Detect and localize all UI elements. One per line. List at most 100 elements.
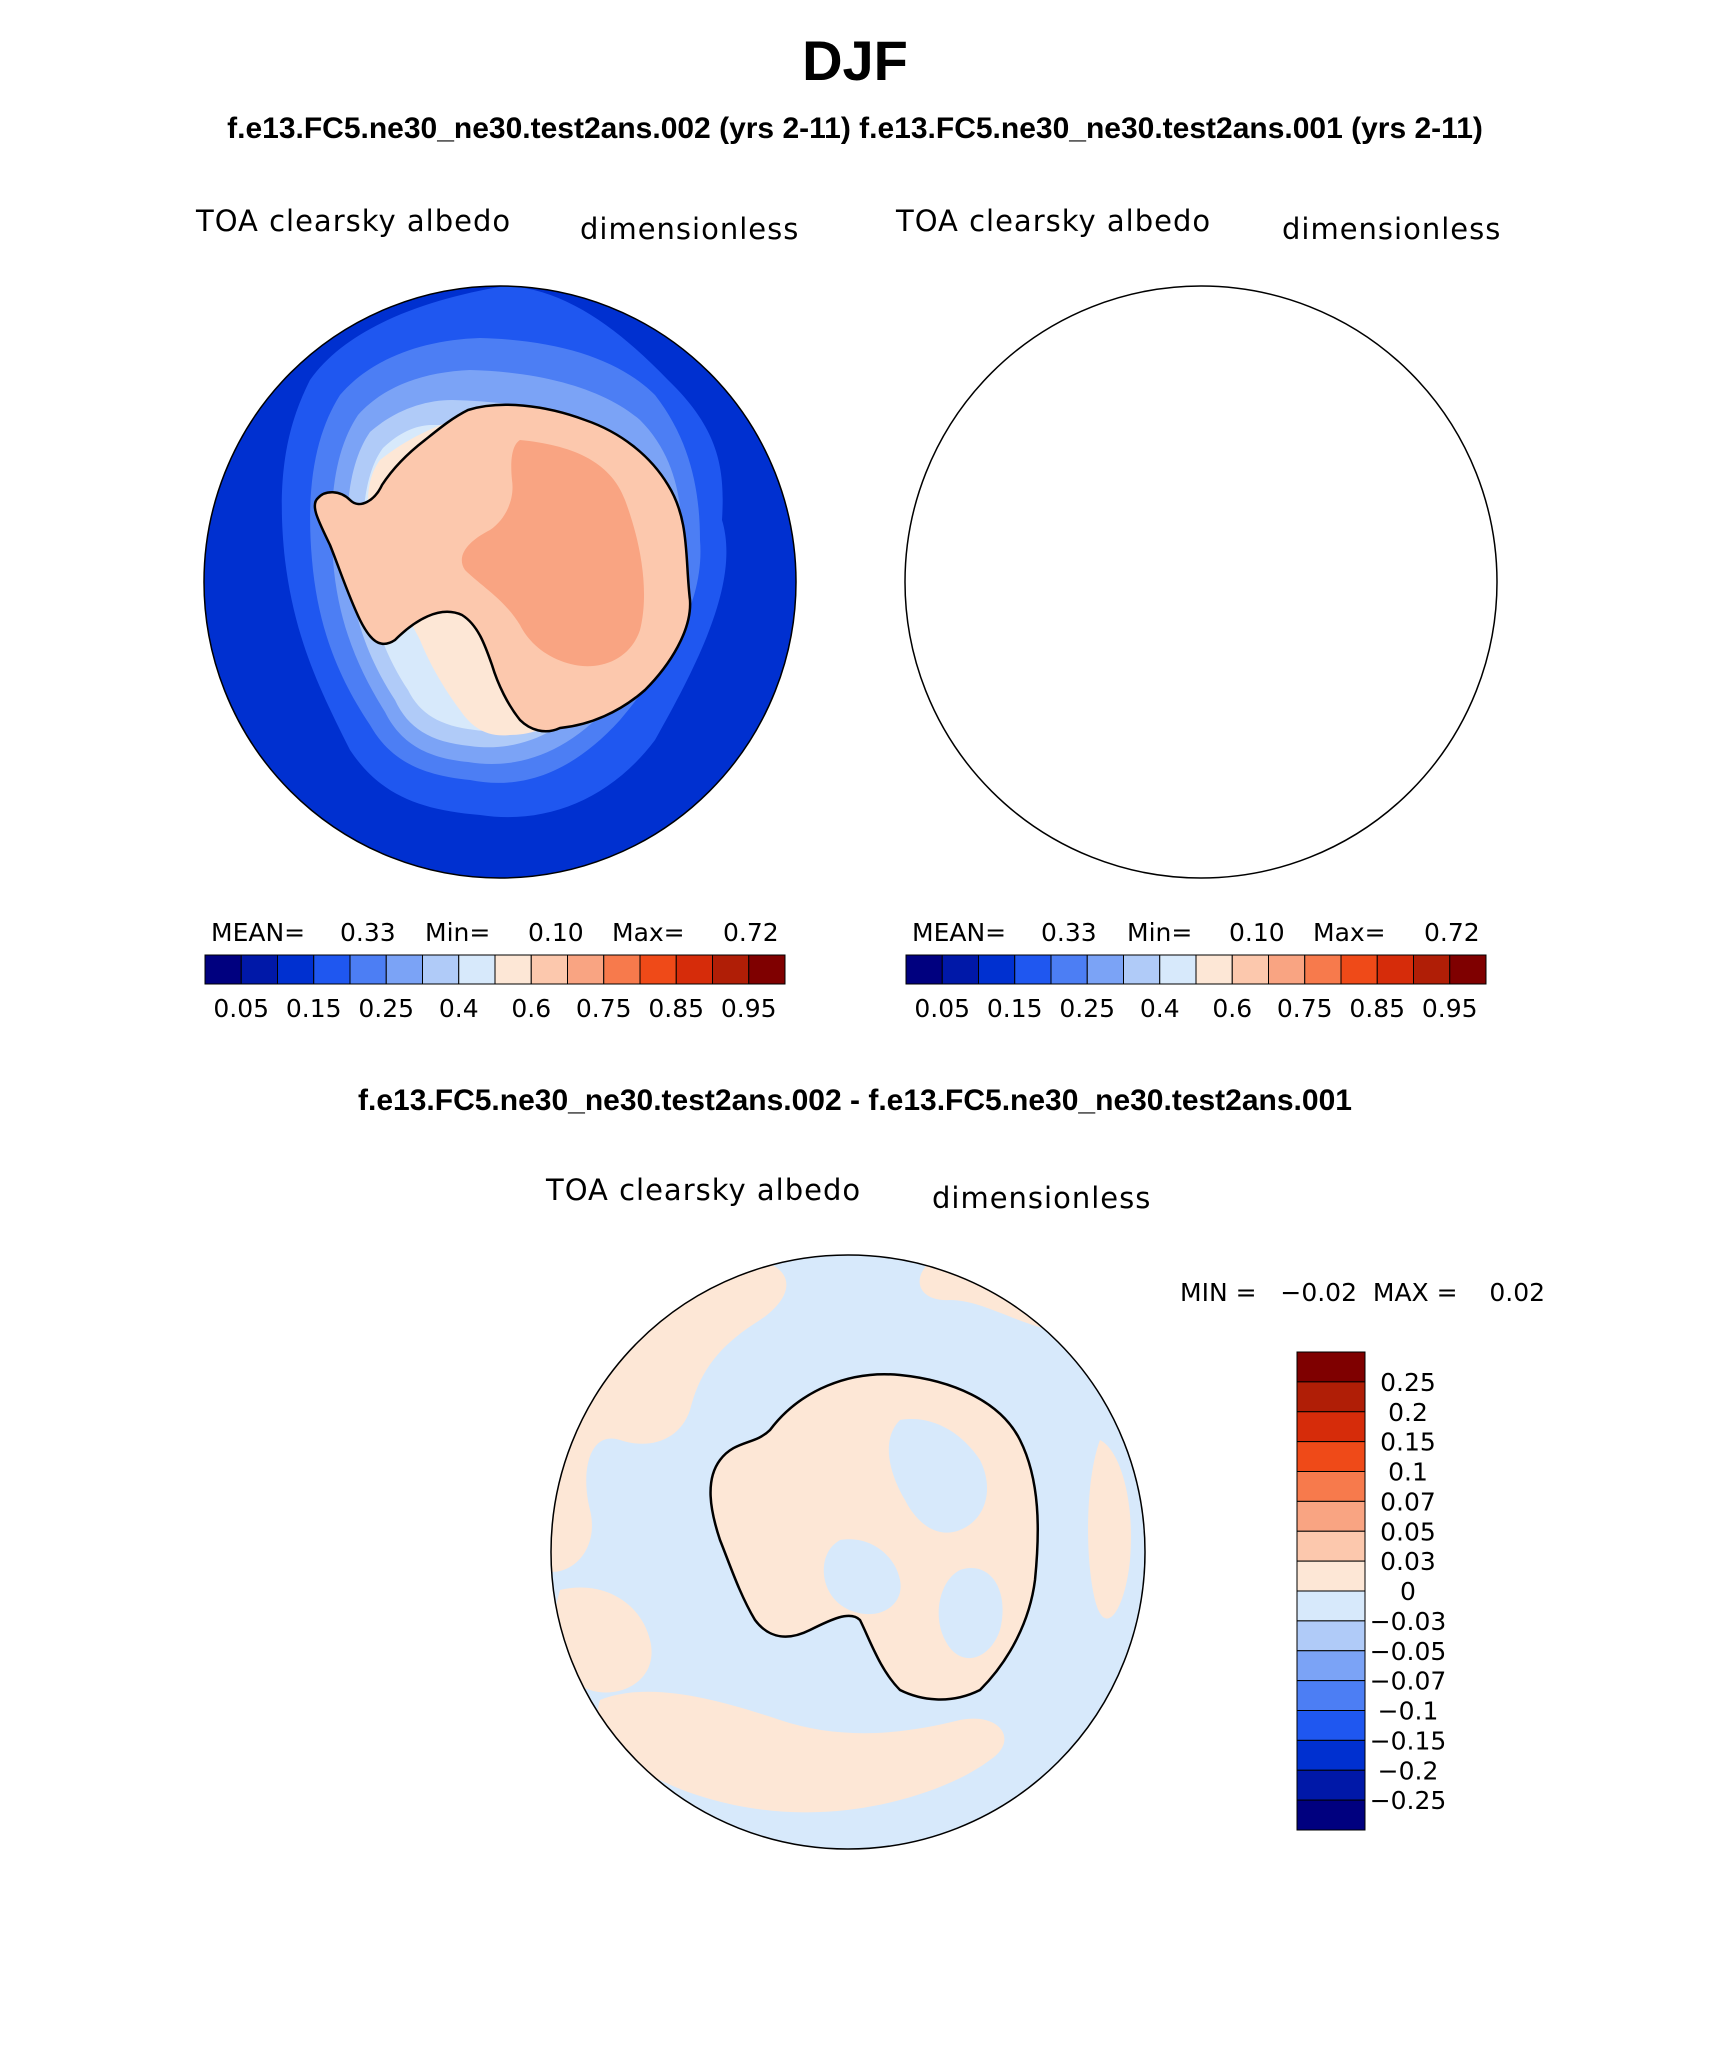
panel1-colorbar-box [748,954,786,985]
panel2-antarctica [1016,405,1391,731]
panel1-polar-map [204,286,796,878]
diff-colorbar-tick-label: −0.1 [1378,1697,1439,1726]
panel2-mean-label: MEAN= [912,918,1007,947]
panel1-colorbar-box [675,954,713,985]
panel2-colorbar-tick-label: 0.05 [914,994,970,1023]
diff-colorbar-tick-label: −0.15 [1370,1726,1447,1755]
diff-colorbar-box [1296,1500,1366,1532]
diff-colorbar-tick-label: 0.05 [1380,1517,1436,1546]
panel2-colorbar-box [1449,954,1487,985]
panel2-colorbar-tick-label: 0.95 [1422,994,1478,1023]
panel2-colorbar-tick-label: 0.75 [1277,994,1333,1023]
diff-continent-negative-patches [823,1419,1003,1659]
panel2-polar-map [905,286,1497,878]
diff-colorbar-box [1296,1739,1366,1771]
diff-colorbar-box [1296,1560,1366,1592]
diff-coastline [709,1373,1040,1701]
panel1-mean-value: 0.33 [340,918,396,947]
diff-colorbar-box [1296,1351,1366,1383]
panel2-colorbar-box [1413,954,1451,985]
panel1-colorbar-box [277,954,315,985]
diff-minmax-text: MIN = −0.02 MAX = 0.02 [1180,1278,1546,1307]
diff-colorbar-tick-label: −0.03 [1370,1607,1447,1636]
panel1-colorbar-box [639,954,677,985]
diff-colorbar-box [1296,1530,1366,1562]
figure-title: DJF [802,29,908,92]
panel2-colorbar-box [1304,954,1342,985]
panel2-band-2 [1011,338,1401,783]
panel1-colorbar-box [204,954,242,985]
panel2-colorbar-tick-label: 0.6 [1212,994,1252,1023]
diff-variable-label: TOA clearsky albedo [546,1173,862,1207]
panel1-colorbar-box [349,954,387,985]
panel2-colorbar-box [1268,954,1306,985]
panel2-band-outer [983,286,1428,817]
panel2-colorbar-box [1340,954,1378,985]
panel1-colorbar-box [458,954,496,985]
panel1-colorbar-tick-label: 0.85 [648,994,704,1023]
panel1-colorbar-box [603,954,641,985]
diff-colorbar-box [1296,1620,1366,1652]
panel2-band-5 [1064,425,1351,731]
diff-colorbar-box [1296,1799,1366,1831]
diff-colorbar-tick-label: 0.1 [1388,1458,1428,1487]
diff-positive-region-south [598,1691,1005,1813]
panel2-colorbar: 0.05 0.15 0.25 0.4 0.6 0.75 0.85 0.95 [905,954,1487,1023]
panel2-ocean [905,286,1497,878]
panel1-variable-label: TOA clearsky albedo [196,204,512,238]
diff-colorbar-tick-label: 0 [1400,1577,1416,1606]
panel2-plateau [1163,440,1345,666]
diff-colorbar-tick-label: −0.2 [1378,1756,1439,1785]
diff-colorbar-box [1296,1381,1366,1413]
panel1-colorbar-box [313,954,351,985]
panel1-colorbar-box [567,954,605,985]
panel1-units-label: dimensionless [580,212,800,246]
panel2-map-border [904,285,1498,879]
diff-colorbar-box [1296,1471,1366,1502]
panel1-min-value: 0.10 [528,918,584,947]
diff-colorbar-tick-label: 0.15 [1380,1428,1436,1457]
panel1-colorbar-box [422,954,460,985]
panel2-colorbar-tick-label: 0.15 [987,994,1043,1023]
panel2-colorbar-tick-label: 0.25 [1059,994,1115,1023]
diff-map-border [550,1254,1146,1850]
panel1-colorbar-tick-label: 0.25 [358,994,414,1023]
diff-colorbar-box [1296,1590,1366,1622]
panel1-colorbar-box [385,954,423,985]
diff-colorbar-tick-label: 0.07 [1380,1487,1436,1516]
panel2-colorbar-box [905,954,943,985]
panel2-colorbar-box [1195,954,1233,985]
diff-colorbar-tick-label: −0.07 [1370,1667,1447,1696]
panel1-coastline [313,403,692,733]
panel2-colorbar-box [1123,954,1161,985]
panel2-band-3 [1033,370,1383,764]
figure-subtitle: f.e13.FC5.ne30_ne30.test2ans.002 (yrs 2-… [227,112,1483,145]
diff-colorbar-box [1296,1710,1366,1741]
panel2-colorbar-box [1014,954,1052,985]
panel1-colorbar-box [530,954,568,985]
panel1-colorbar-tick-label: 0.75 [576,994,632,1023]
panel1-colorbar-box [240,954,278,985]
panel2-min-value: 0.10 [1229,918,1285,947]
panel2-ice-edge [1069,412,1371,736]
panel1-plateau [461,440,645,667]
diff-colorbar-box [1296,1411,1366,1443]
difference-colorbar: 0.250.20.150.10.070.050.030−0.03−0.05−0.… [1296,1351,1447,1831]
diff-colorbar-tick-label: 0.03 [1380,1547,1436,1576]
panel1-max-label: Max= [612,918,685,947]
panel1-colorbar-box [712,954,750,985]
panel2-colorbar-box [978,954,1016,985]
diff-colorbar-box [1296,1650,1366,1682]
diff-units-label: dimensionless [932,1181,1152,1215]
panel2-colorbar-box [1231,954,1269,985]
panel2-variable-label: TOA clearsky albedo [896,204,1212,238]
diff-colorbar-box [1296,1441,1366,1472]
panel1-colorbar-box [494,954,532,985]
diff-colorbar-tick-label: −0.25 [1370,1786,1447,1815]
difference-title: f.e13.FC5.ne30_ne30.test2ans.002 - f.e13… [358,1084,1352,1117]
panel2-max-label: Max= [1313,918,1386,947]
panel2-units-label: dimensionless [1282,212,1502,246]
panel2-colorbar-tick-label: 0.4 [1140,994,1180,1023]
panel2-max-value: 0.72 [1424,918,1480,947]
